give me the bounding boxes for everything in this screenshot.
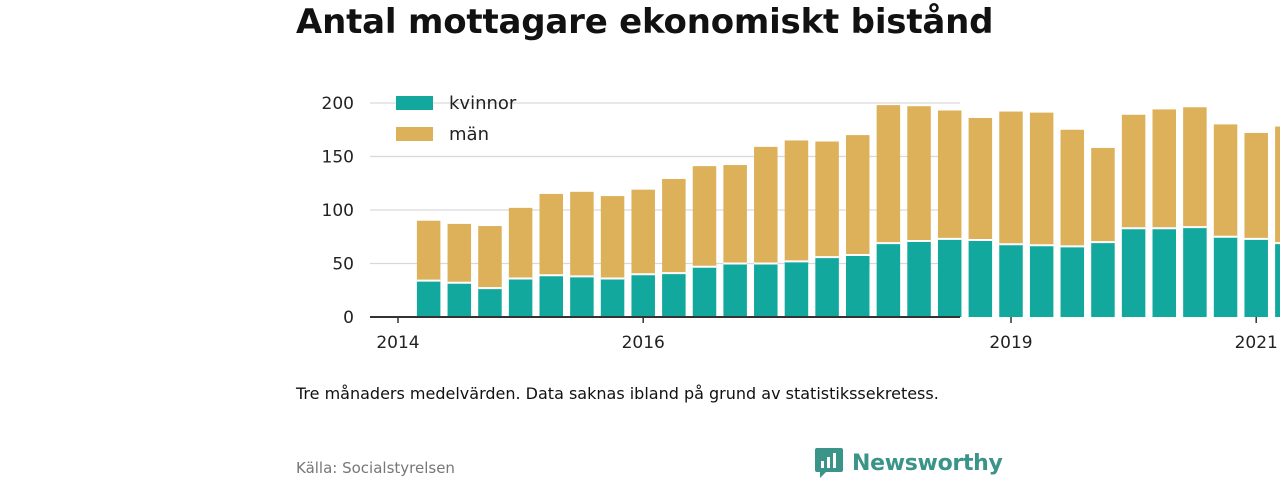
chart-title: Antal mottagare ekonomiskt bistånd: [296, 2, 994, 42]
bar-man: [1029, 112, 1054, 246]
bar-man: [600, 196, 625, 279]
bar-kvinnor: [907, 241, 931, 317]
bar-kvinnor: [846, 254, 870, 317]
bar-kvinnor: [1213, 236, 1238, 317]
bar-kvinnor: [1275, 243, 1280, 317]
bar-kvinnor: [662, 273, 686, 317]
bar-kvinnor: [539, 275, 563, 317]
y-tick-label: 0: [343, 308, 354, 328]
bar-man: [907, 106, 931, 242]
bar-kvinnor: [1091, 242, 1115, 317]
bar-kvinnor: [876, 243, 901, 317]
source-text: Källa: Socialstyrelsen: [296, 459, 455, 477]
bar-kvinnor: [692, 266, 717, 317]
bar-man: [478, 226, 502, 289]
x-tick-label: 2016: [622, 333, 665, 353]
y-tick-label: 50: [332, 255, 354, 275]
bar-kvinnor: [1121, 228, 1146, 317]
axes: 05010015020020142016201920212023: [322, 94, 1278, 353]
bar-man: [999, 111, 1023, 245]
x-tick-label: 2019: [989, 333, 1032, 353]
bar-man: [1183, 107, 1207, 228]
bars: [416, 105, 1280, 317]
x-tick-label: 2014: [376, 333, 419, 353]
bar-kvinnor: [631, 274, 655, 317]
bar-kvinnor: [478, 288, 502, 317]
bar-kvinnor: [416, 280, 441, 317]
bar-kvinnor: [815, 257, 839, 317]
bar-kvinnor: [968, 239, 993, 317]
bar-man: [846, 135, 870, 255]
bar-man: [1121, 114, 1146, 229]
bar-kvinnor: [1029, 245, 1054, 317]
bar-kvinnor: [600, 278, 625, 317]
bar-kvinnor: [999, 244, 1023, 317]
bar-man: [754, 146, 778, 264]
bar-kvinnor: [723, 263, 747, 317]
bar-kvinnor: [1183, 227, 1207, 317]
bar-kvinnor: [784, 261, 809, 317]
bar-man: [570, 191, 594, 277]
legend-swatch: [396, 96, 433, 110]
bar-man: [1091, 147, 1115, 243]
bar-kvinnor: [1244, 238, 1268, 317]
legend: kvinnor män: [396, 93, 517, 145]
x-tick-label: 2021: [1235, 333, 1278, 353]
y-tick-label: 150: [322, 148, 354, 168]
bar-kvinnor: [1060, 246, 1085, 317]
brand-logo[interactable]: Newsworthy: [814, 446, 1003, 480]
bar-man: [815, 141, 839, 258]
bar-man: [1060, 129, 1085, 247]
bar-man: [1275, 126, 1280, 244]
bar-kvinnor: [937, 238, 962, 317]
bar-man: [662, 178, 686, 274]
legend-swatch: [396, 127, 433, 141]
bar-man: [1244, 132, 1268, 239]
bar-man: [447, 223, 472, 283]
legend-label: män: [449, 124, 489, 145]
bar-kvinnor: [447, 282, 472, 317]
bar-kvinnor: [1152, 228, 1176, 317]
bar-man: [937, 110, 962, 239]
bar-kvinnor: [754, 263, 778, 317]
bar-man: [968, 117, 993, 240]
legend-label: kvinnor: [449, 93, 517, 114]
bar-man: [876, 105, 901, 244]
chart-note: Tre månaders medelvärden. Data saknas ib…: [296, 384, 939, 403]
bar-man: [416, 220, 441, 281]
bar-man: [539, 193, 563, 276]
y-tick-label: 100: [322, 201, 354, 221]
bar-man: [1213, 124, 1238, 237]
bar-man: [631, 189, 655, 275]
y-tick-label: 200: [322, 94, 354, 114]
bar-man: [508, 207, 533, 279]
newsworthy-logo-icon: [815, 448, 843, 478]
bar-man: [784, 140, 809, 262]
bar-kvinnor: [508, 278, 533, 317]
bar-man: [692, 166, 717, 267]
stacked-bar-chart: 05010015020020142016201920212023 kvinnor…: [322, 93, 1280, 353]
brand-name: Newsworthy: [852, 450, 1003, 476]
bar-kvinnor: [570, 276, 594, 317]
bar-man: [723, 165, 747, 264]
bar-man: [1152, 109, 1176, 229]
